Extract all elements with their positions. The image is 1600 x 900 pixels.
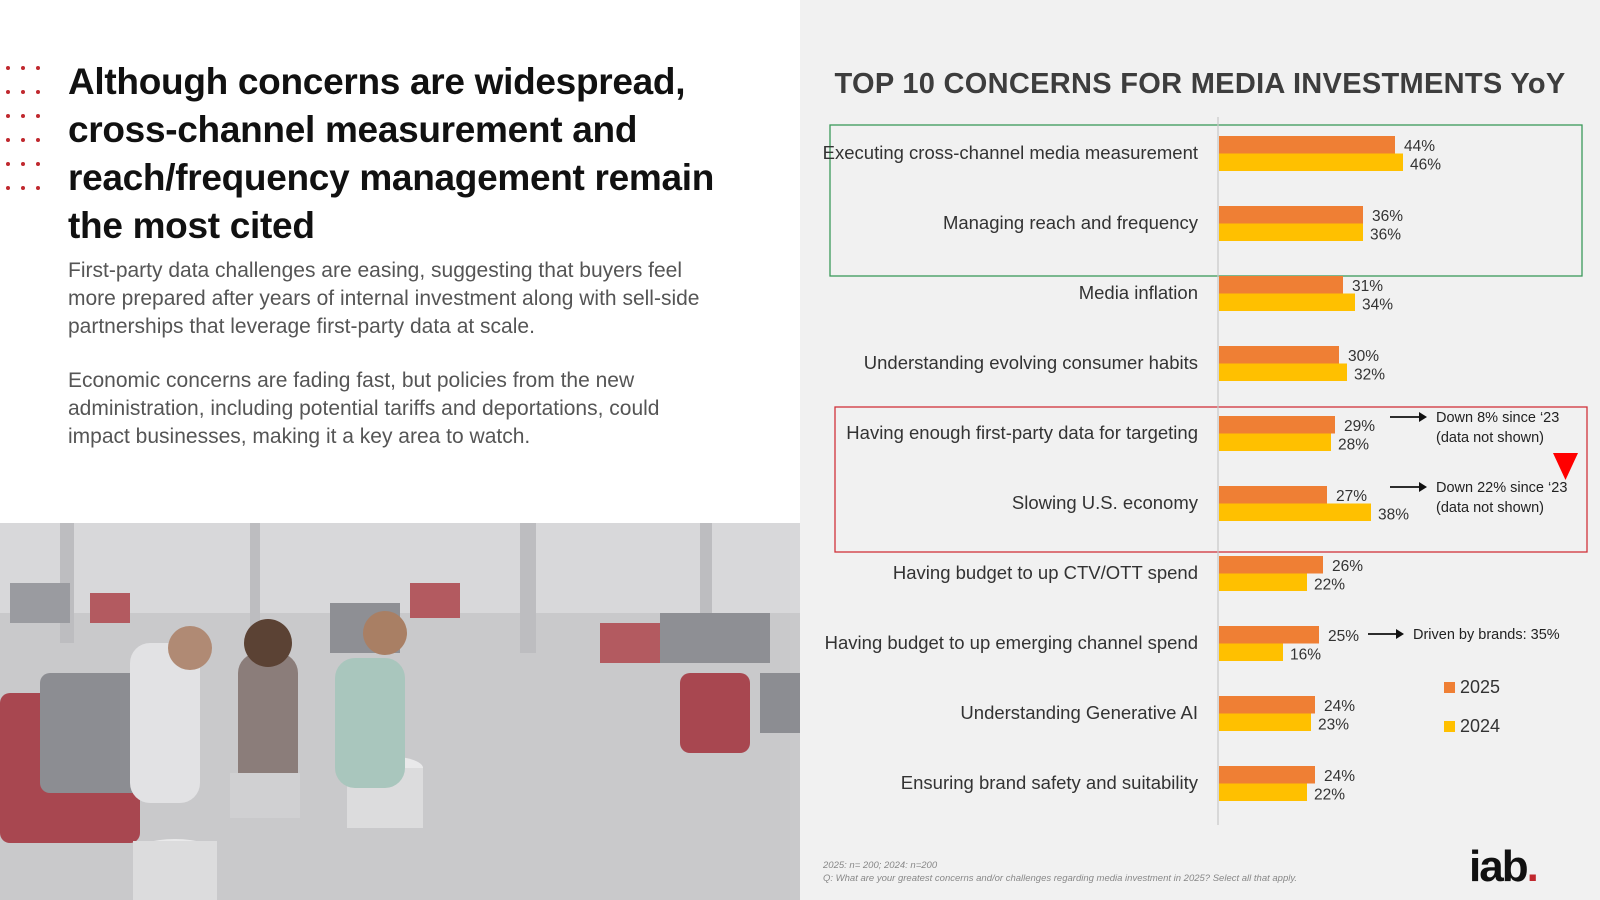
footnote-sample: 2025: n= 200; 2024: n=200 <box>823 860 938 871</box>
bar-2024 <box>1219 643 1283 661</box>
category-label: Ensuring brand safety and suitability <box>901 772 1199 793</box>
decorative-dot <box>36 90 40 94</box>
data-label-2024: 23% <box>1318 717 1349 734</box>
annotation-text: (data not shown) <box>1436 500 1544 516</box>
annotation-text: Down 8% since ‘23 <box>1436 410 1559 426</box>
down-triangle-icon <box>1553 453 1578 480</box>
decorative-dot <box>36 162 40 166</box>
bar-2024 <box>1219 363 1347 381</box>
bar-2025 <box>1219 276 1343 294</box>
legend-label-2025: 2025 <box>1460 677 1501 697</box>
data-label-2024: 36% <box>1370 227 1401 244</box>
decorative-dot <box>36 114 40 118</box>
bar-2025 <box>1219 696 1315 714</box>
bar-2024 <box>1219 783 1307 801</box>
logo-dot: . <box>1526 842 1539 891</box>
bar-2025 <box>1219 416 1335 434</box>
logo-text: iab <box>1469 842 1529 891</box>
iab-logo: iab. <box>1469 842 1539 891</box>
decorative-dot <box>21 114 25 118</box>
decorative-dot <box>6 138 10 142</box>
highlight-box-red <box>834 406 1588 553</box>
data-label-2025: 24% <box>1324 698 1355 715</box>
data-label-2025: 26% <box>1332 558 1363 575</box>
chart-title: TOP 10 CONCERNS FOR MEDIA INVESTMENTS Yo… <box>834 68 1566 100</box>
data-label-2024: 38% <box>1378 507 1409 524</box>
annotation-text: Driven by brands: 35% <box>1413 627 1560 643</box>
category-label: Having budget to up emerging channel spe… <box>825 632 1198 653</box>
decorative-dot <box>6 186 10 190</box>
page-title: Although concerns are widespread, cross-… <box>68 61 715 246</box>
data-label-2024: 22% <box>1314 577 1345 594</box>
bar-2025 <box>1219 136 1395 154</box>
data-label-2025: 29% <box>1344 418 1375 435</box>
bar-2024 <box>1219 433 1331 451</box>
office-people-illustration <box>0 523 800 900</box>
decorative-dot <box>21 186 25 190</box>
category-label: Slowing U.S. economy <box>1012 492 1199 513</box>
data-label-2024: 46% <box>1410 157 1441 174</box>
data-label-2024: 34% <box>1362 297 1393 314</box>
annotation-text: Down 22% since ‘23 <box>1436 480 1567 496</box>
legend-label-2024: 2024 <box>1460 716 1501 736</box>
data-label-2024: 16% <box>1290 647 1321 664</box>
legend-swatch-2024 <box>1444 721 1455 732</box>
data-label-2024: 28% <box>1338 437 1369 454</box>
category-label: Media inflation <box>1079 282 1198 303</box>
bar-2024 <box>1219 223 1363 241</box>
decorative-dot <box>21 90 25 94</box>
category-label: Having budget to up CTV/OTT spend <box>893 562 1198 583</box>
data-label-2025: 44% <box>1404 138 1435 155</box>
office-people-photo <box>0 523 800 900</box>
bar-2025 <box>1219 486 1327 504</box>
bar-2024 <box>1219 153 1403 171</box>
left-panel: Although concerns are widespread, cross-… <box>0 61 800 900</box>
bar-2025 <box>1219 556 1323 574</box>
data-label-2024: 32% <box>1354 367 1385 384</box>
decorative-dot <box>21 66 25 70</box>
decorative-dot <box>36 66 40 70</box>
category-label: Having enough first-party data for targe… <box>846 422 1198 443</box>
category-label: Executing cross-channel media measuremen… <box>823 142 1198 163</box>
annotation-text: (data not shown) <box>1436 430 1544 446</box>
annotation-arrow-head <box>1396 629 1404 639</box>
right-panel <box>800 0 1600 900</box>
data-label-2025: 31% <box>1352 278 1383 295</box>
bar-2024 <box>1219 573 1307 591</box>
footnote-question: Q: What are your greatest concerns and/o… <box>823 873 1298 884</box>
decorative-dot <box>21 162 25 166</box>
decorative-dot <box>36 186 40 190</box>
data-label-2025: 36% <box>1372 208 1403 225</box>
bar-2025 <box>1219 206 1363 224</box>
legend-swatch-2025 <box>1444 682 1455 693</box>
bar-2025 <box>1219 346 1339 364</box>
category-label: Understanding evolving consumer habits <box>864 352 1198 373</box>
data-label-2025: 27% <box>1336 488 1367 505</box>
data-label-2024: 22% <box>1314 787 1345 804</box>
body-paragraph-2: Economic concerns are fading fast, but p… <box>68 369 660 448</box>
annotation-arrow-head <box>1419 412 1427 422</box>
bar-2024 <box>1219 503 1371 521</box>
body-paragraph-1: First-party data challenges are easing, … <box>68 259 700 338</box>
data-label-2025: 30% <box>1348 348 1379 365</box>
decorative-dots <box>6 66 50 206</box>
decorative-dot <box>21 138 25 142</box>
decorative-dot <box>6 90 10 94</box>
bar-2024 <box>1219 293 1355 311</box>
decorative-dot <box>6 114 10 118</box>
bar-2024 <box>1219 713 1311 731</box>
annotation-arrow-head <box>1419 482 1427 492</box>
concerns-bar-chart: Executing cross-channel media measuremen… <box>823 117 1588 825</box>
decorative-dot <box>6 66 10 70</box>
category-label: Understanding Generative AI <box>960 702 1198 723</box>
decorative-dot <box>6 162 10 166</box>
bar-2025 <box>1219 766 1315 784</box>
data-label-2025: 25% <box>1328 628 1359 645</box>
bar-2025 <box>1219 626 1319 644</box>
category-label: Managing reach and frequency <box>943 212 1199 233</box>
highlight-box-green <box>829 124 1583 277</box>
data-label-2025: 24% <box>1324 768 1355 785</box>
decorative-dot <box>36 138 40 142</box>
